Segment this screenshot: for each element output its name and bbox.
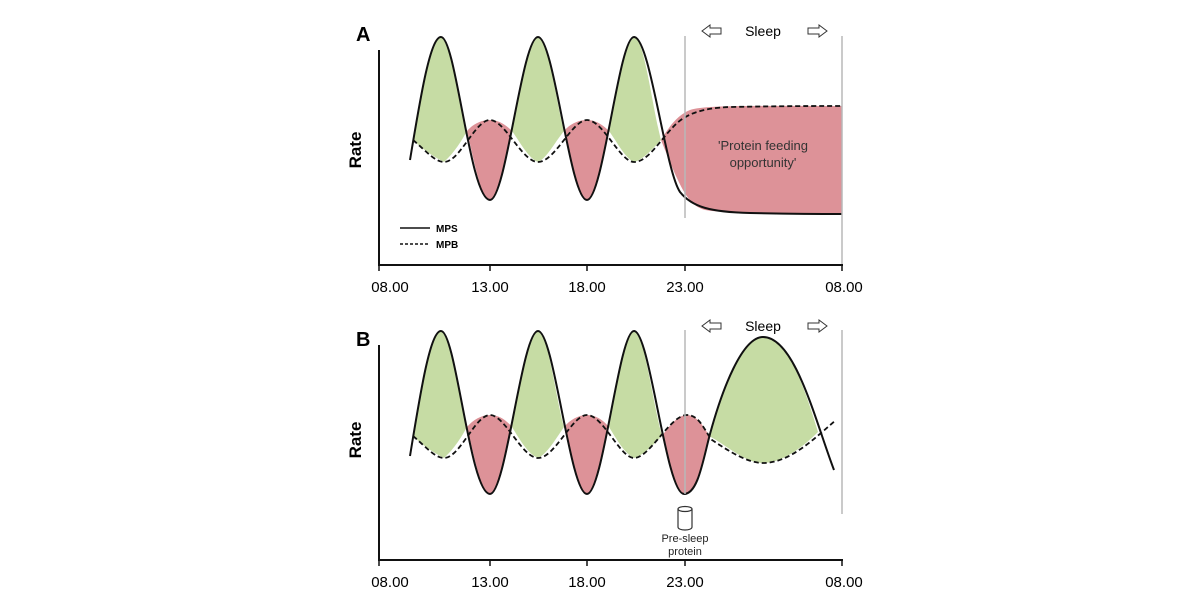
sleep-right-arrow-b — [807, 319, 828, 333]
sleep-left-arrow-a — [701, 24, 722, 38]
x-tick-label-a-3: 23.00 — [666, 279, 704, 296]
x-tick-label-b-3: 23.00 — [666, 574, 704, 591]
x-tick-label-a-4: 08.00 — [825, 279, 863, 296]
x-tick-label-a-2: 18.00 — [568, 279, 606, 296]
y-axis-label-b: Rate — [346, 422, 365, 459]
legend-mps-label: MPS — [436, 224, 458, 235]
catabolic-fill-a3 — [661, 105, 842, 214]
annotation-line-1: 'Protein feeding — [718, 138, 808, 153]
annotation-line-2: opportunity' — [730, 155, 797, 170]
legend-a: MPS MPB — [400, 224, 458, 251]
panel-a: A Rate Sleep 'Protein feeding opportunit… — [346, 23, 863, 296]
anabolic-fill-a1 — [413, 37, 467, 162]
mps-line-b — [409, 329, 835, 496]
marker-label-line-1: Pre-sleep — [661, 533, 708, 545]
mpb-line-a — [412, 105, 843, 163]
sleep-label-b: Sleep — [745, 318, 781, 334]
x-tick-label-b-4: 08.00 — [825, 574, 863, 591]
panel-b: B Rate Sleep Pre-sleep protein — [346, 318, 863, 591]
y-axis-label-a: Rate — [346, 132, 365, 169]
marker-label-line-2: protein — [668, 546, 702, 558]
sleep-label-a: Sleep — [745, 23, 781, 39]
anabolic-fill-a2 — [512, 37, 564, 162]
x-tick-label-a-0: 08.00 — [371, 279, 409, 296]
mps-line-a — [409, 35, 843, 215]
x-tick-label-b-1: 13.00 — [471, 574, 509, 591]
sleep-right-arrow-a — [807, 24, 828, 38]
anabolic-fill-b1 — [413, 331, 467, 458]
x-tick-label-b-2: 18.00 — [568, 574, 606, 591]
x-tick-label-b-0: 08.00 — [371, 574, 409, 591]
x-ticks-a — [378, 265, 843, 271]
anabolic-fill-a3 — [609, 37, 661, 162]
anabolic-fill-b2 — [512, 331, 564, 458]
panel-label-a: A — [356, 24, 370, 46]
protein-drink-icon — [677, 505, 693, 531]
sleep-left-arrow-b — [701, 319, 722, 333]
x-tick-label-a-1: 13.00 — [471, 279, 509, 296]
legend-mpb-label: MPB — [436, 240, 458, 251]
anabolic-fill-b3 — [609, 331, 662, 458]
anabolic-fill-b4 — [709, 337, 818, 463]
panel-label-b: B — [356, 329, 370, 351]
x-ticks-b — [378, 560, 843, 566]
